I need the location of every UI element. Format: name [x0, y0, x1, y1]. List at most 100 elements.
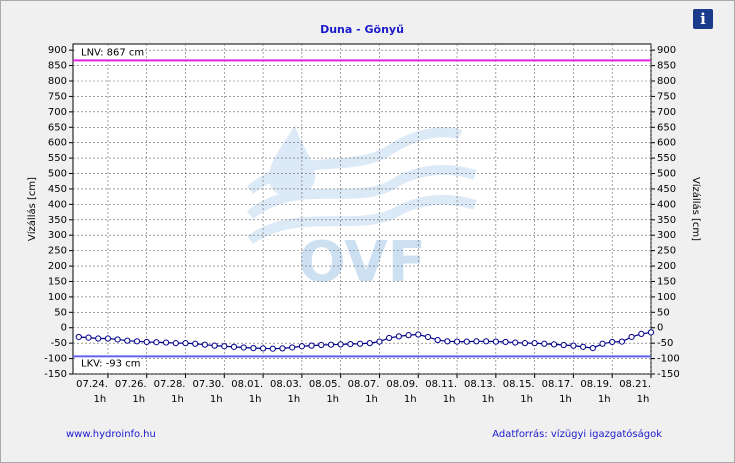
y-tick-label: 50	[54, 307, 67, 318]
x-tick-sublabel: 1h	[288, 394, 301, 405]
data-point	[289, 344, 296, 351]
data-point	[550, 341, 558, 348]
data-point	[308, 342, 315, 349]
y2-tick-label: 100	[657, 292, 676, 303]
data-point	[570, 342, 577, 349]
data-point	[153, 339, 160, 346]
info-icon[interactable]: i	[700, 10, 706, 28]
y-tick-label: 550	[48, 153, 67, 164]
data-point	[512, 339, 519, 346]
y2-tick-label: 700	[657, 107, 676, 118]
y2-tick-label: 150	[657, 276, 676, 287]
y2-tick-label: 350	[657, 215, 676, 226]
x-tick-sublabel: 1h	[637, 394, 650, 405]
y2-tick-label: 550	[657, 153, 676, 164]
x-tick-sublabel: 1h	[132, 394, 145, 405]
y2-tick-label: 850	[657, 61, 676, 72]
y-tick-label: 900	[48, 45, 67, 56]
data-point	[240, 344, 247, 351]
data-point	[618, 338, 626, 345]
info-button[interactable]	[693, 9, 713, 29]
x-tick-sublabel: 1h	[326, 394, 339, 405]
data-point	[492, 338, 499, 345]
y-tick-label: 200	[48, 261, 67, 272]
x-tick-sublabel: 1h	[365, 394, 378, 405]
x-tick-label: 07.26.	[115, 379, 147, 390]
y-tick-label: 100	[48, 292, 67, 303]
x-tick-sublabel: 1h	[598, 394, 611, 405]
footer-left: www.hydroinfo.hu	[66, 429, 156, 440]
y-tick-label: 500	[48, 169, 67, 180]
data-point	[230, 343, 238, 350]
x-tick-label: 08.17.	[542, 379, 574, 390]
x-tick-label: 07.30.	[192, 379, 224, 390]
y2-axis-label: Vízállás [cm]	[690, 177, 702, 241]
data-point	[415, 331, 422, 338]
y-tick-label: 750	[48, 91, 67, 102]
y-tick-label: 600	[48, 138, 67, 149]
y-tick-label: 300	[48, 230, 67, 241]
y-tick-label: 450	[48, 184, 67, 195]
y-tick-label: 0	[61, 323, 67, 334]
chart-title: Duna - Gönyű	[320, 23, 404, 36]
x-tick-sublabel: 1h	[481, 394, 494, 405]
data-point	[75, 333, 82, 341]
data-point	[114, 336, 121, 343]
x-tick-label: 08.21.	[619, 379, 651, 390]
x-tick-label: 08.13.	[464, 379, 496, 390]
x-tick-label: 08.19.	[580, 379, 612, 390]
data-point	[463, 338, 470, 345]
data-point	[143, 338, 150, 346]
data-point	[473, 338, 480, 345]
y2-tick-label: -50	[657, 338, 673, 349]
y2-tick-label: 800	[657, 76, 676, 87]
y-tick-label: -50	[51, 338, 67, 349]
y-tick-label: 350	[48, 215, 67, 226]
reference-label-bg	[76, 46, 138, 59]
data-point	[453, 338, 461, 345]
data-point	[376, 338, 383, 345]
y2-tick-label: 250	[657, 246, 676, 257]
y2-tick-label: 500	[657, 169, 676, 180]
x-tick-label: 08.07.	[348, 379, 380, 390]
footer-right: Adatforrás: vízügyi igazgatóságok	[492, 428, 662, 440]
data-point	[628, 333, 635, 341]
y2-tick-label: 450	[657, 184, 676, 195]
x-tick-label: 08.01.	[231, 379, 263, 390]
data-point	[395, 333, 402, 340]
y2-tick-label: 900	[657, 45, 676, 56]
reference-label: LKV: -93 cm	[81, 358, 140, 369]
watermark-logo	[246, 125, 477, 245]
y-axis-label: Vízállás [cm]	[26, 177, 38, 241]
data-point	[434, 336, 441, 344]
x-tick-sublabel: 1h	[171, 394, 184, 405]
data-point	[424, 333, 432, 341]
y2-tick-label: -100	[657, 354, 680, 365]
data-point	[647, 329, 655, 336]
data-point	[182, 340, 189, 347]
data-point	[279, 345, 286, 352]
y2-tick-label: 400	[657, 199, 676, 210]
data-point	[366, 340, 373, 347]
y2-tick-label: 600	[657, 138, 676, 149]
y2-tick-label: 50	[657, 307, 670, 318]
data-point	[124, 337, 131, 344]
data-point	[318, 341, 325, 349]
y-tick-label: 700	[48, 107, 67, 118]
x-tick-sublabel: 1h	[443, 394, 456, 405]
data-point	[327, 341, 335, 348]
data-point	[347, 340, 354, 348]
y-tick-label: 850	[48, 61, 67, 72]
y2-tick-label: -150	[657, 369, 680, 380]
plot-area	[72, 43, 652, 375]
data-point	[298, 343, 305, 350]
data-point	[221, 343, 228, 350]
data-point	[269, 345, 276, 352]
x-tick-sublabel: 1h	[520, 394, 533, 405]
x-tick-label: 07.28.	[154, 379, 186, 390]
data-point	[95, 335, 102, 342]
data-point	[192, 340, 199, 347]
data-point	[521, 340, 529, 347]
data-point	[589, 344, 596, 352]
